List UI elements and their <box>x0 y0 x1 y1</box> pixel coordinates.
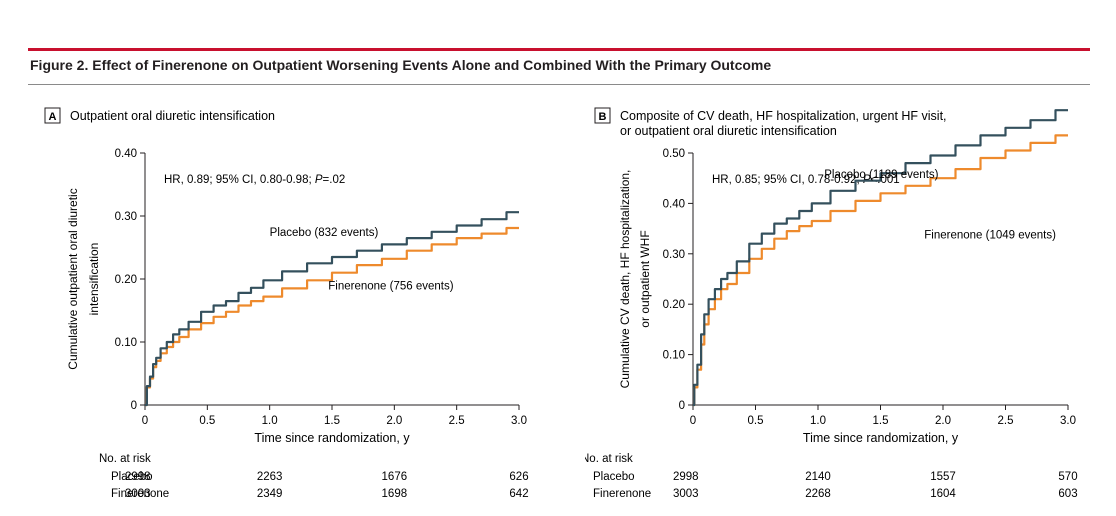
panel-b-y-tick-label: 0.20 <box>663 299 685 311</box>
panel-b-at-risk-header: No. at risk <box>585 453 633 465</box>
panel-a-x-tick-label: 1.0 <box>262 415 278 427</box>
panel-b-series-finerenone-label: Finerenone (1049 events) <box>924 230 1056 242</box>
panel-a-at-risk-value: 2349 <box>257 488 283 500</box>
panel-a-y-tick-label: 0.10 <box>115 337 137 349</box>
panel-a-y-axis-label-line: intensification <box>87 243 101 316</box>
panel-a-at-risk-value: 2263 <box>257 471 283 483</box>
panel-a-series-placebo-label: Placebo (832 events) <box>270 227 379 239</box>
panel-a-at-risk-group: Finerenone <box>111 488 169 500</box>
panel-b-x-tick-label: 2.5 <box>998 415 1014 427</box>
panel-b-at-risk-value: 2268 <box>805 488 831 500</box>
panel-a-at-risk-group: Placebo <box>111 471 153 483</box>
panel-b-at-risk-value: 3003 <box>673 488 699 500</box>
panel-a-x-tick-label: 3.0 <box>511 415 527 427</box>
panel-a-y-tick-label: 0.30 <box>115 211 137 223</box>
panel-a-at-risk-header: No. at risk <box>99 453 151 465</box>
panel-a-hr-annotation: HR, 0.89; 95% CI, 0.80-0.98; P=.02 <box>164 174 345 186</box>
panel-a-x-tick-label: 0 <box>142 415 148 427</box>
figure-title-rule <box>28 84 1090 85</box>
panel-b-y-tick-label: 0.50 <box>663 148 685 160</box>
panel-b-at-risk-value: 1557 <box>930 471 956 483</box>
panel-b-at-risk-group: Placebo <box>593 471 635 483</box>
panel-b-at-risk-value: 1604 <box>930 488 956 500</box>
panel-a-at-risk-value: 2998 <box>125 471 151 483</box>
panel-b-x-tick-label: 2.0 <box>935 415 951 427</box>
panel-b-at-risk-value: 603 <box>1058 488 1077 500</box>
panel-b-at-risk-value: 570 <box>1058 471 1077 483</box>
panel-b-y-axis-label-line: Cumulative CV death, HF hospitalization, <box>618 170 632 389</box>
panel-b-at-risk-group: Finerenone <box>593 488 651 500</box>
panel-b-series-placebo-label: Placebo (1189 events) <box>824 169 938 181</box>
panel-a-letter-box <box>44 107 61 124</box>
figure-title: Figure 2. Effect of Finerenone on Outpat… <box>30 57 772 73</box>
panel-a-at-risk-value: 642 <box>509 488 528 500</box>
panel-a-series-placebo-line <box>145 211 519 407</box>
panel-a-at-risk-value: 1698 <box>382 488 408 500</box>
panel-b-chart: B Composite of CV death, HF hospitalizati… <box>585 107 1078 500</box>
panel-b-y-tick-label: 0.30 <box>663 249 685 261</box>
panel-b-series-placebo-line <box>693 109 1068 407</box>
panel-b-title-line: Composite of CV death, HF hospitalizatio… <box>620 109 947 123</box>
panel-a-at-risk-value: 3003 <box>125 488 151 500</box>
panel-a-x-tick-label: 0.5 <box>199 415 215 427</box>
panel-a-x-axis-label: Time since randomization, y <box>254 431 410 445</box>
panel-b-x-tick-label: 3.0 <box>1060 415 1076 427</box>
figure-accent-rule <box>28 48 1090 51</box>
panel-a-y-tick-label: 0.20 <box>115 274 137 286</box>
panel-b-x-tick-label: 1.0 <box>810 415 826 427</box>
panel-a-y-tick-label: 0 <box>131 400 137 412</box>
panel-b-at-risk-value: 2140 <box>805 471 831 483</box>
panel-b-x-tick-label: 0.5 <box>748 415 764 427</box>
panel-b-x-tick-label: 0 <box>690 415 696 427</box>
panel-b-title-line: or outpatient oral diuretic intensificat… <box>620 124 837 138</box>
panel-b-x-axis-label: Time since randomization, y <box>803 431 959 445</box>
panel-a-at-risk-value: 1676 <box>382 471 408 483</box>
panel-b-y-tick-label: 0.10 <box>663 350 685 362</box>
panel-a-title-line: Outpatient oral diuretic intensification <box>70 109 275 123</box>
panel-b-y-tick-label: 0 <box>679 400 685 412</box>
panel-b-y-axis-label-line: or outpatient WHF <box>638 230 652 327</box>
panel-a-series-finerenone-line <box>145 226 519 407</box>
panel-a-y-axis-label-line: Cumulative outpatient oral diuretic <box>66 188 80 369</box>
panel-a-x-tick-label: 1.5 <box>324 415 340 427</box>
panel-a-chart: A Outpatient oral diuretic intensificatio… <box>44 107 529 500</box>
panel-b-at-risk-value: 2998 <box>673 471 699 483</box>
panel-b-letter: B <box>599 111 607 123</box>
panel-a-at-risk-value: 626 <box>509 471 528 483</box>
panel-b-y-tick-label: 0.40 <box>663 198 685 210</box>
panel-b-x-tick-label: 1.5 <box>873 415 889 427</box>
panel-a-x-tick-label: 2.5 <box>449 415 465 427</box>
panel-b-letter-box <box>594 107 611 124</box>
panel-b-series-finerenone-line <box>693 134 1068 407</box>
panel-a-y-tick-label: 0.40 <box>115 148 137 160</box>
panel-a-letter: A <box>49 111 57 123</box>
panel-a-x-tick-label: 2.0 <box>386 415 402 427</box>
panel-a-series-finerenone-label: Finerenone (756 events) <box>328 281 453 293</box>
